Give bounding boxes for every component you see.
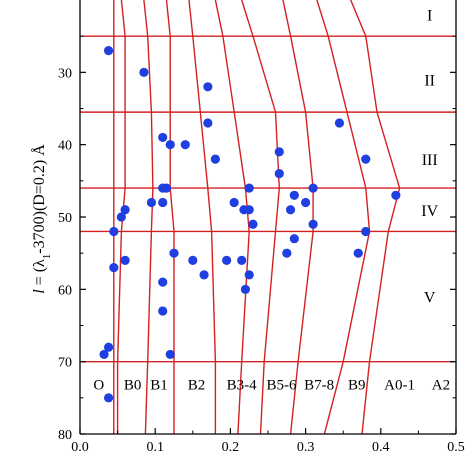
class-boundary-curve-9 xyxy=(350,0,401,434)
class-boundary-curve-7 xyxy=(282,0,314,434)
data-point-6 xyxy=(165,140,175,150)
data-point-17 xyxy=(391,190,401,200)
data-point-40 xyxy=(199,270,209,280)
y-tick-label-5: 80 xyxy=(58,428,72,443)
data-point-29 xyxy=(109,226,119,237)
y-axis-title-eq: = (λ xyxy=(31,259,48,289)
data-point-24 xyxy=(244,205,254,215)
data-points xyxy=(99,46,401,403)
region-label-iv: IV xyxy=(421,203,438,220)
data-point-28 xyxy=(308,219,318,229)
spectral-class-label-6: B7-8 xyxy=(304,377,334,393)
class-boundary-curve-2 xyxy=(143,0,154,434)
data-point-25 xyxy=(285,205,296,215)
data-point-27 xyxy=(248,219,258,229)
class-boundary-curve-4 xyxy=(188,0,217,434)
data-point-2 xyxy=(203,82,213,92)
data-point-5 xyxy=(158,132,168,143)
y-tick-label-4: 70 xyxy=(58,356,72,371)
data-point-9 xyxy=(210,154,220,164)
y-axis-title-var: l xyxy=(31,289,48,294)
class-boundary-curve-8 xyxy=(316,0,371,434)
spectral-class-label-0: O xyxy=(93,377,104,393)
y-tick-label-0: 30 xyxy=(58,66,72,81)
data-point-18 xyxy=(146,197,157,208)
spectral-class-label-4: B3-4 xyxy=(227,377,258,393)
data-point-8 xyxy=(274,147,284,157)
data-point-39 xyxy=(109,263,119,273)
spectral-class-label-7: B9 xyxy=(348,377,366,393)
class-boundary-curve-5 xyxy=(214,0,250,434)
data-point-20 xyxy=(229,197,239,208)
spectral-class-label-3: B2 xyxy=(188,377,206,393)
region-label-v: V xyxy=(424,290,436,307)
region-label-i: I xyxy=(427,7,432,24)
x-tick-label-4: 0.4 xyxy=(372,440,390,455)
x-tick-label-2: 0.2 xyxy=(222,440,240,455)
class-boundary-curves xyxy=(113,0,401,434)
y-axis-title-rest: -3700)(D=0.2) Å xyxy=(30,144,48,254)
data-point-43 xyxy=(240,284,251,294)
data-point-16 xyxy=(289,190,299,200)
y-tick-label-3: 60 xyxy=(58,283,72,298)
axes: 0.0 0.1 0.2 0.3 0.4 0.5 30 40 50 60 70 80 xyxy=(58,0,465,455)
spectral-class-label-8: A0-1 xyxy=(384,377,415,393)
region-label-ii: II xyxy=(424,73,435,90)
y-axis-title: l = (λ1-3700)(D=0.2) Å xyxy=(30,144,53,294)
y-tick-label-2: 50 xyxy=(58,211,72,226)
data-point-10 xyxy=(361,154,371,164)
data-point-44 xyxy=(158,306,168,316)
y-tick-label-1: 40 xyxy=(58,139,72,154)
data-point-48 xyxy=(103,393,114,403)
x-tick-label-5: 0.5 xyxy=(447,440,465,455)
spectral-class-label-2: B1 xyxy=(150,377,168,393)
data-point-15 xyxy=(308,183,318,193)
spectral-class-label-9: A2 xyxy=(432,377,450,393)
data-point-13 xyxy=(161,183,172,193)
data-point-4 xyxy=(334,118,345,128)
x-tick-label-1: 0.1 xyxy=(146,440,164,455)
x-tick-label-0: 0.0 xyxy=(71,440,89,455)
data-point-38 xyxy=(237,255,247,265)
data-point-45 xyxy=(103,342,114,352)
data-point-42 xyxy=(158,277,168,287)
data-point-26 xyxy=(116,212,126,222)
data-point-22 xyxy=(120,205,130,215)
data-point-1 xyxy=(139,67,149,77)
class-boundary-curve-3 xyxy=(165,0,175,434)
data-point-33 xyxy=(282,248,292,258)
y-axis-title-sub: 1 xyxy=(41,254,53,260)
data-point-46 xyxy=(99,349,109,360)
spectral-class-label-5: B5-6 xyxy=(267,377,298,393)
data-point-0 xyxy=(103,46,114,56)
data-point-35 xyxy=(120,255,130,265)
region-boundary-lines xyxy=(80,35,456,363)
data-point-41 xyxy=(244,270,254,280)
spectral-class-label-1: B0 xyxy=(124,377,142,393)
data-point-32 xyxy=(169,248,179,258)
region-label-iii: III xyxy=(422,152,438,169)
data-point-37 xyxy=(222,255,232,265)
data-point-3 xyxy=(203,118,213,128)
data-point-11 xyxy=(274,169,284,179)
data-point-36 xyxy=(188,255,198,265)
x-tick-label-3: 0.3 xyxy=(297,440,315,455)
data-point-31 xyxy=(289,234,299,244)
data-point-34 xyxy=(353,248,363,258)
data-point-19 xyxy=(158,197,168,208)
data-point-7 xyxy=(180,140,190,150)
data-point-21 xyxy=(301,197,311,208)
data-point-47 xyxy=(165,349,175,360)
data-point-14 xyxy=(244,183,254,193)
data-point-30 xyxy=(361,226,371,237)
